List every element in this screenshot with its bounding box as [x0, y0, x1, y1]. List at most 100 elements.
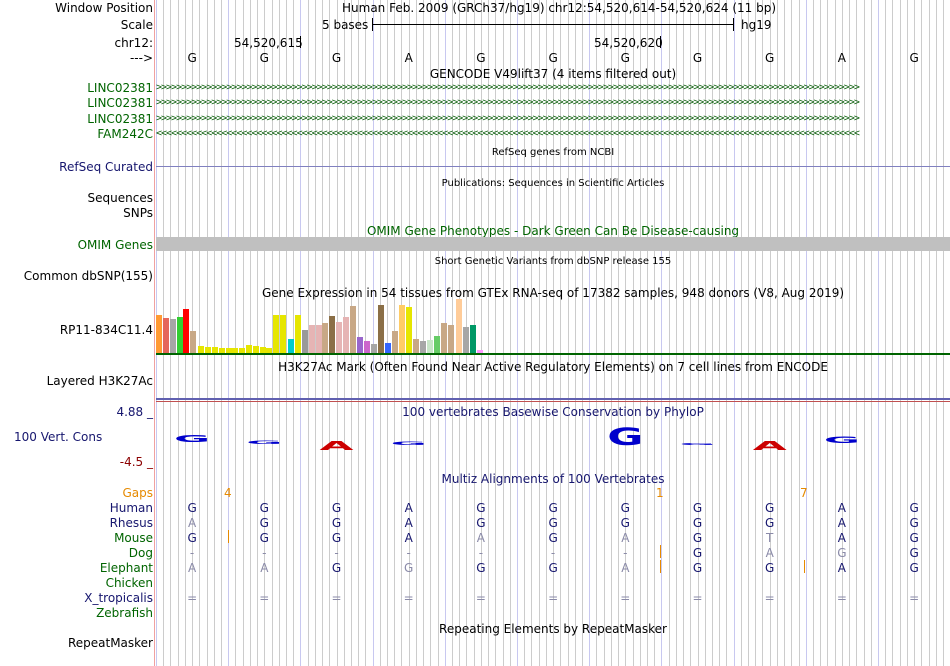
species-label[interactable]: Chicken	[105, 576, 153, 590]
gtex-tissue-bar[interactable]	[156, 315, 162, 353]
gtex-tissue-bar[interactable]	[302, 330, 308, 353]
gtex-tissue-bar[interactable]	[392, 331, 398, 353]
repeat-label[interactable]: RepeatMasker	[67, 636, 153, 650]
gtex-tissue-bar[interactable]	[463, 327, 469, 353]
species-label[interactable]: Human	[109, 501, 153, 515]
species-label[interactable]: Elephant	[99, 561, 153, 575]
gtex-tissue-bar[interactable]	[309, 325, 315, 353]
gencode-title[interactable]: GENCODE V49lift37 (4 items filtered out)	[429, 67, 677, 81]
refseq-line[interactable]	[156, 166, 950, 167]
gtex-gene-line[interactable]	[156, 353, 950, 355]
omim-label[interactable]: OMIM Genes	[77, 238, 153, 252]
alignment-base: G	[331, 561, 342, 575]
gtex-tissue-bar[interactable]	[232, 348, 238, 353]
gtex-tissue-bar[interactable]	[420, 341, 426, 353]
gtex-tissue-bar[interactable]	[329, 316, 335, 353]
gtex-tissue-bar[interactable]	[456, 299, 462, 353]
gtex-tissue-bar[interactable]	[198, 346, 204, 353]
gencode-gene-label-1[interactable]: LINC02381	[87, 81, 153, 95]
dbsnp-label[interactable]: Common dbSNP(155)	[23, 269, 153, 283]
gtex-tissue-bar[interactable]	[253, 346, 259, 353]
cons-label[interactable]: 100 Vert. Cons	[14, 430, 103, 444]
gtex-expression-chart[interactable]	[156, 299, 950, 356]
gtex-tissue-bar[interactable]	[190, 331, 196, 353]
gtex-tissue-bar[interactable]	[219, 348, 225, 353]
repeat-title[interactable]: Repeating Elements by RepeatMasker	[439, 622, 667, 636]
multiz-title[interactable]: Multiz Alignments of 100 Vertebrates	[441, 472, 665, 486]
window-position-value[interactable]: Human Feb. 2009 (GRCh37/hg19) chr12:54,5…	[342, 1, 777, 15]
snps-label[interactable]: SNPs	[123, 206, 153, 220]
gtex-tissue-bar[interactable]	[427, 340, 433, 353]
gtex-tissue-bar[interactable]	[336, 322, 342, 353]
gtex-tissue-bar[interactable]	[399, 305, 405, 353]
gtex-tissue-bar[interactable]	[177, 317, 183, 353]
gencode-gene-plus-strand[interactable]: >>>>>>>>>>>>>>>>>>>>>>>>>>>>>>>>>>>>>>>>…	[156, 98, 860, 108]
species-label[interactable]: Rhesus	[109, 516, 153, 530]
gtex-tissue-bar[interactable]	[343, 317, 349, 353]
h3k27ac-signal-line-2[interactable]	[156, 401, 950, 402]
gridline	[914, 0, 916, 666]
species-label[interactable]: Mouse	[114, 531, 153, 545]
gridline	[697, 0, 699, 666]
omim-title[interactable]: OMIM Gene Phenotypes - Dark Green Can Be…	[366, 224, 740, 238]
species-label[interactable]: Zebrafish	[96, 606, 153, 620]
gtex-tissue-bar[interactable]	[266, 348, 272, 353]
gtex-tissue-bar[interactable]	[170, 319, 176, 353]
gtex-tissue-bar[interactable]	[385, 343, 391, 353]
gtex-label[interactable]: RP11-834C11.4	[59, 323, 153, 337]
gencode-gene-label-3[interactable]: LINC02381	[87, 112, 153, 126]
gencode-gene-label-2[interactable]: LINC02381	[87, 96, 153, 110]
gtex-tissue-bar[interactable]	[239, 348, 245, 353]
gridline	[430, 0, 432, 666]
dbsnp-title[interactable]: Short Genetic Variants from dbSNP releas…	[434, 256, 672, 267]
species-label[interactable]: Dog	[128, 546, 153, 560]
gtex-title[interactable]: Gene Expression in 54 tissues from GTEx …	[261, 286, 845, 300]
gtex-tissue-bar[interactable]	[470, 325, 476, 353]
h3k27ac-signal-line[interactable]	[156, 398, 950, 400]
h3k27ac-label[interactable]: Layered H3K27Ac	[46, 374, 153, 388]
sequences-label[interactable]: Sequences	[87, 191, 153, 205]
gtex-tissue-bar[interactable]	[260, 347, 266, 353]
h3k27ac-title[interactable]: H3K27Ac Mark (Often Found Near Active Re…	[278, 360, 828, 374]
sequence-base: A	[837, 51, 846, 65]
gtex-tissue-bar[interactable]	[406, 307, 412, 353]
gtex-tissue-bar[interactable]	[226, 348, 232, 353]
gtex-tissue-bar[interactable]	[441, 323, 447, 353]
gencode-gene-minus-strand[interactable]: <<<<<<<<<<<<<<<<<<<<<<<<<<<<<<<<<<<<<<<<…	[156, 129, 860, 139]
gtex-tissue-bar[interactable]	[212, 347, 218, 353]
gtex-tissue-bar[interactable]	[378, 305, 384, 353]
gaps-label[interactable]: Gaps	[122, 486, 153, 500]
refseq-label[interactable]: RefSeq Curated	[59, 160, 153, 174]
gtex-tissue-bar[interactable]	[288, 339, 294, 353]
gtex-tissue-bar[interactable]	[163, 318, 169, 353]
gtex-tissue-bar[interactable]	[280, 315, 286, 353]
gridline	[437, 0, 439, 666]
gtex-tissue-bar[interactable]	[322, 323, 328, 353]
species-label[interactable]: X_tropicalis	[84, 591, 153, 605]
gridline	[213, 0, 215, 666]
gtex-tissue-bar[interactable]	[350, 306, 356, 353]
gtex-tissue-bar[interactable]	[246, 345, 252, 353]
cons-title[interactable]: 100 vertebrates Basewise Conservation by…	[402, 405, 704, 419]
gencode-gene-plus-strand[interactable]: >>>>>>>>>>>>>>>>>>>>>>>>>>>>>>>>>>>>>>>>…	[156, 114, 860, 124]
gtex-tissue-bar[interactable]	[477, 350, 483, 353]
gtex-tissue-bar[interactable]	[183, 309, 189, 353]
gencode-gene-label-4[interactable]: FAM242C	[97, 127, 153, 141]
refseq-title[interactable]: RefSeq genes from NCBI	[491, 147, 615, 158]
gencode-gene-plus-strand[interactable]: >>>>>>>>>>>>>>>>>>>>>>>>>>>>>>>>>>>>>>>>…	[156, 83, 860, 93]
gtex-tissue-bar[interactable]	[316, 325, 322, 353]
gtex-tissue-bar[interactable]	[371, 344, 377, 353]
omim-gene-bar[interactable]	[156, 237, 950, 251]
gtex-tissue-bar[interactable]	[205, 347, 211, 353]
gtex-tissue-bar[interactable]	[434, 336, 440, 353]
gtex-tissue-bar[interactable]	[273, 315, 279, 353]
gtex-tissue-bar[interactable]	[364, 341, 370, 353]
gtex-tissue-bar[interactable]	[448, 325, 454, 353]
gtex-tissue-bar[interactable]	[357, 337, 363, 353]
gtex-tissue-bar[interactable]	[295, 315, 301, 353]
gridline	[560, 0, 562, 666]
publications-title[interactable]: Publications: Sequences in Scientific Ar…	[441, 178, 665, 189]
gtex-tissue-bar[interactable]	[413, 339, 419, 353]
